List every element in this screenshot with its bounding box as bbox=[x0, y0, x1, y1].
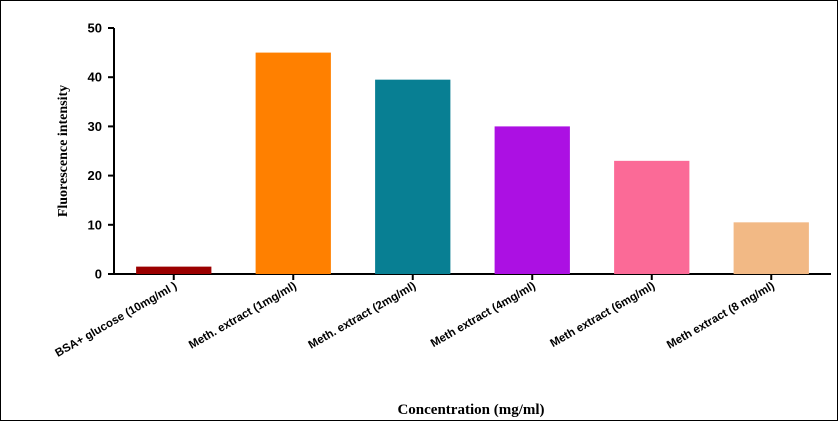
y-ticks: 0 10 20 30 40 50 bbox=[88, 21, 114, 282]
bar bbox=[733, 222, 809, 274]
x-category-label: BSA+ glucose (10mg/ml ) bbox=[53, 280, 179, 360]
x-category-label: Meth extract (6mg/ml) bbox=[548, 280, 657, 350]
y-tick-label: 40 bbox=[88, 70, 102, 85]
x-category-label: Meth. extract (1mg/ml) bbox=[187, 280, 299, 352]
bar bbox=[136, 266, 212, 274]
bar bbox=[614, 160, 690, 274]
x-category-label: Meth extract (4mg/ml) bbox=[429, 280, 538, 350]
bar bbox=[494, 126, 570, 275]
axes bbox=[113, 28, 831, 275]
y-tick-label: 10 bbox=[88, 217, 102, 232]
x-category-label: Meth. extract (2mg/ml) bbox=[307, 280, 419, 352]
x-category-label: Meth extract (8 mg/ml) bbox=[665, 280, 777, 352]
bars bbox=[136, 52, 809, 275]
y-tick-label: 0 bbox=[95, 267, 102, 282]
y-tick-label: 20 bbox=[88, 168, 102, 183]
bar bbox=[375, 79, 451, 274]
bar bbox=[255, 52, 331, 274]
y-tick-label: 50 bbox=[88, 21, 102, 36]
x-axis-title: Concentration (mg/ml) bbox=[397, 402, 544, 418]
y-tick-label: 30 bbox=[88, 119, 102, 134]
y-axis-title: Fluorescence intensity bbox=[56, 85, 71, 217]
x-ticks: BSA+ glucose (10mg/ml ) Meth. extract (1m… bbox=[53, 274, 777, 360]
